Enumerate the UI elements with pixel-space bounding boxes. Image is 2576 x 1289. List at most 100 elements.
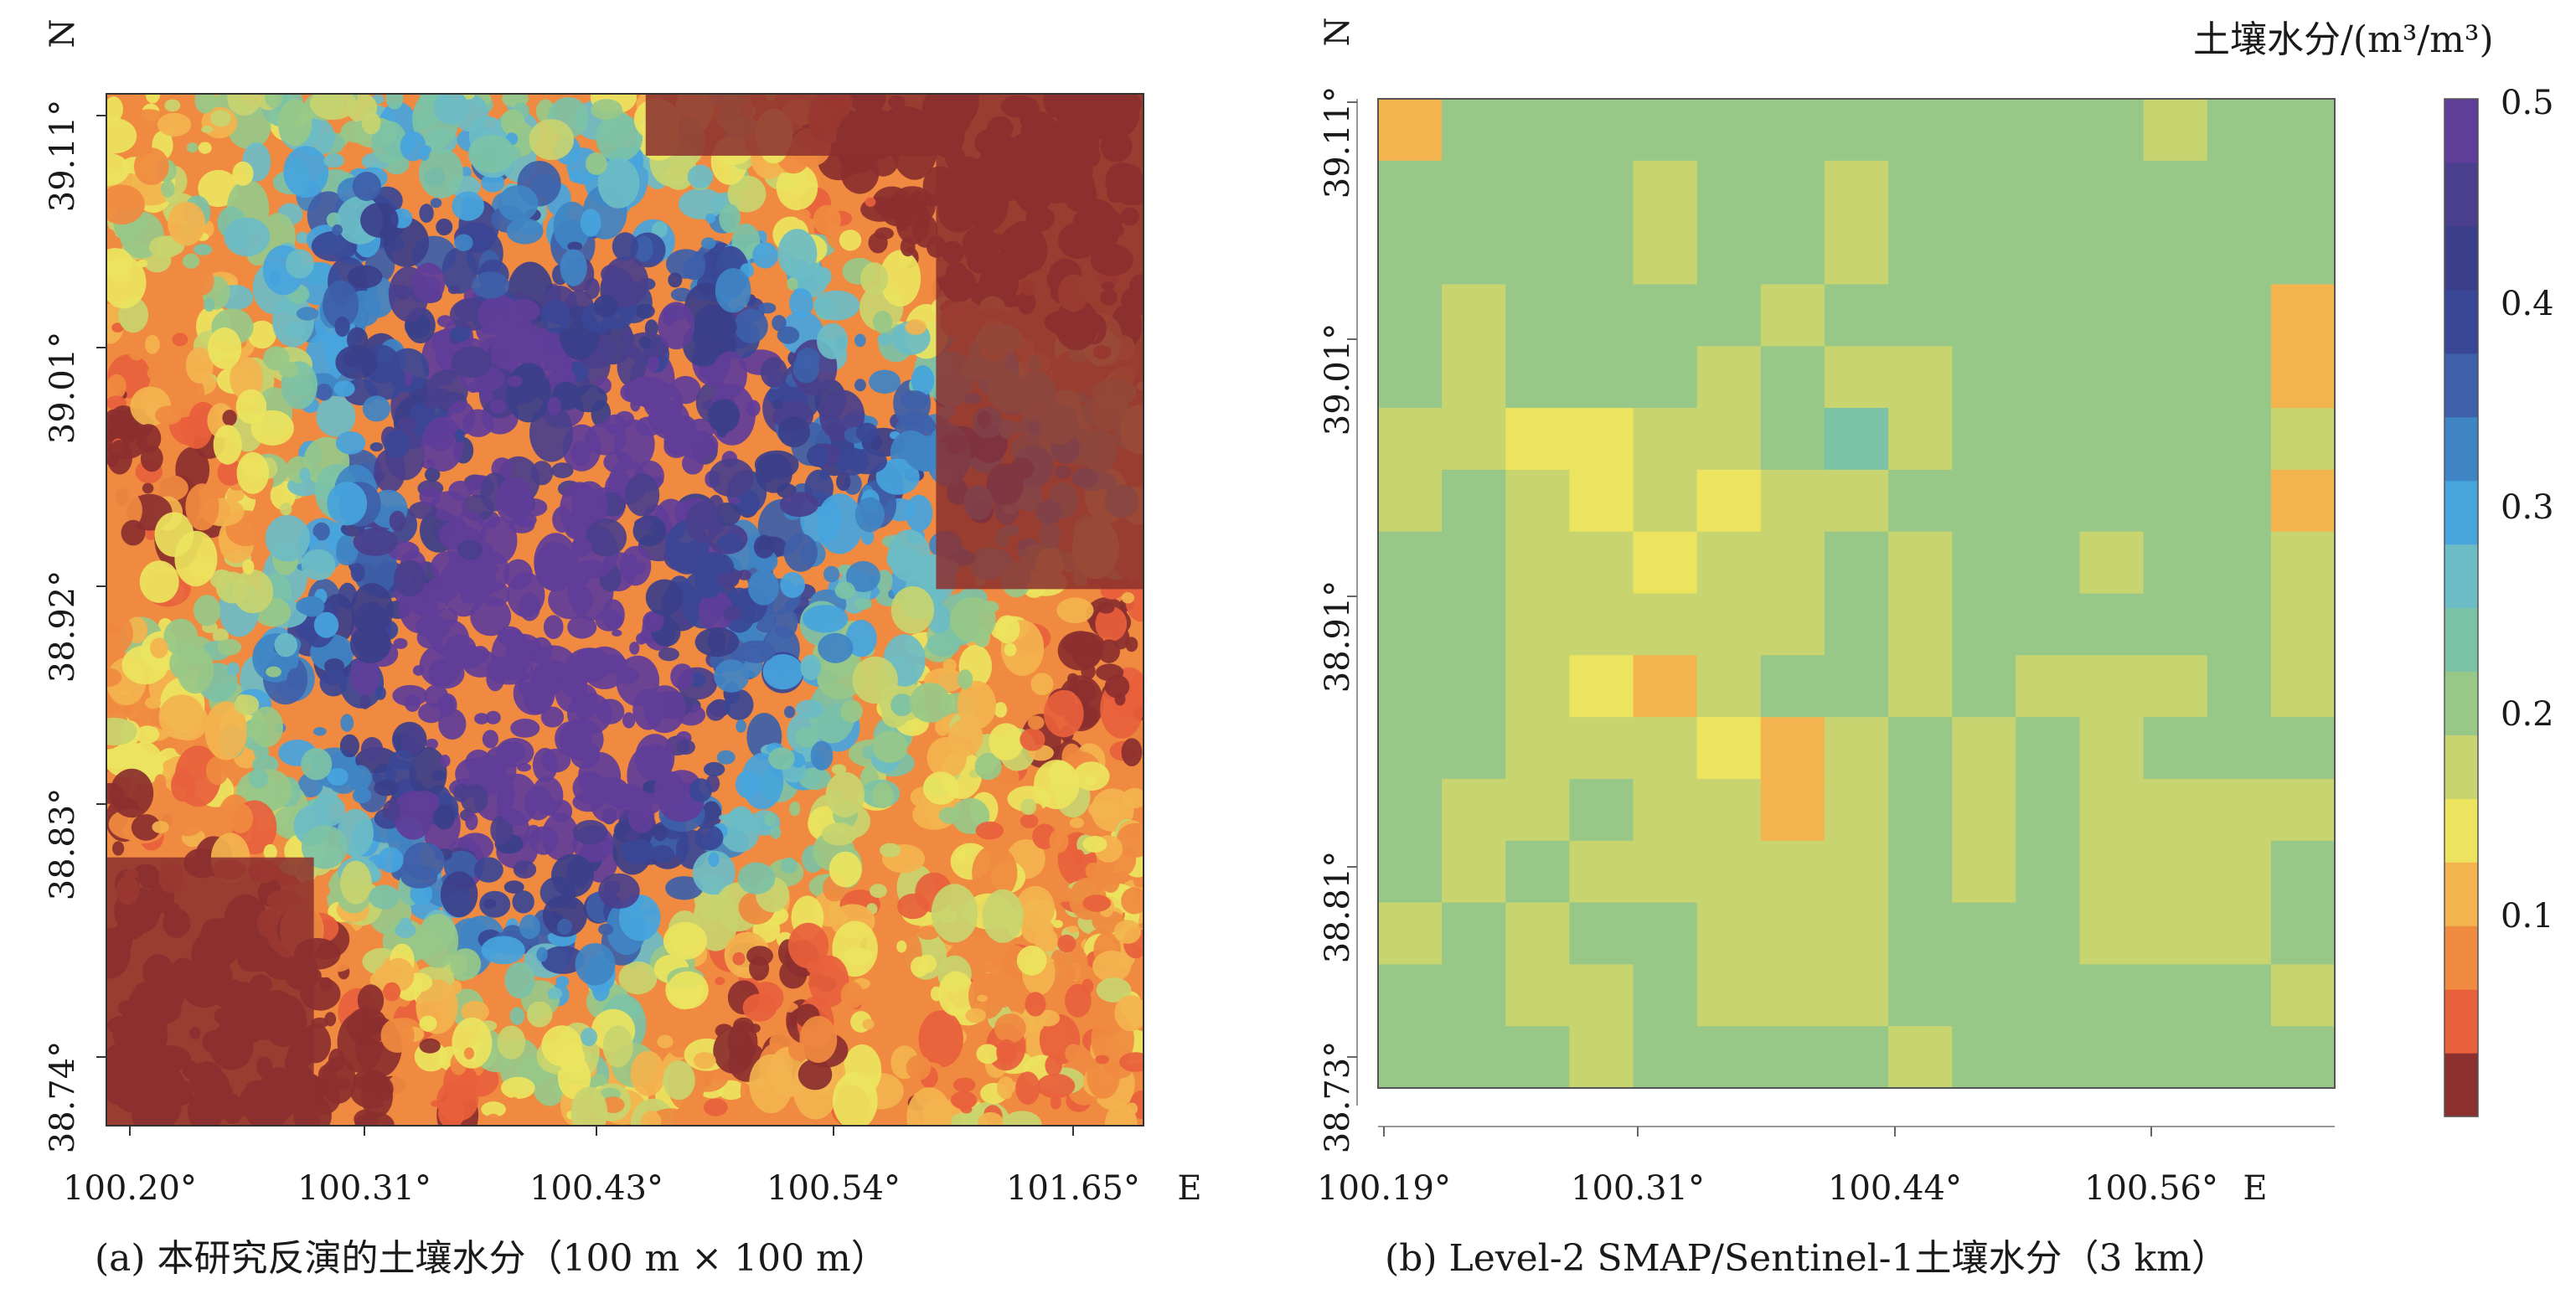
panel-a-moisture-patch bbox=[224, 217, 271, 257]
panel-b-grid-cell bbox=[1442, 222, 1506, 286]
panel-b-grid-cell bbox=[2270, 1026, 2336, 1089]
panel-b-grid-cell bbox=[1696, 964, 1762, 1027]
panel-a-moisture-patch bbox=[1035, 1009, 1060, 1027]
panel-b-grid-cell bbox=[2016, 469, 2081, 533]
panel-b-grid-cell bbox=[2270, 346, 2336, 409]
panel-a-moisture-patch bbox=[154, 774, 167, 791]
panel-a-moisture-patch bbox=[604, 414, 627, 436]
panel-a-moisture-patch bbox=[250, 706, 284, 748]
panel-a-x-tick-label: 100.20° bbox=[63, 1169, 197, 1208]
panel-a-moisture-patch bbox=[529, 404, 573, 462]
panel-a-moisture-patch bbox=[389, 750, 415, 771]
panel-a-x-tick-label: 100.43° bbox=[529, 1169, 663, 1208]
panel-a-moisture-patch bbox=[658, 647, 679, 662]
colorbar-tick-label: 0.1 bbox=[2501, 897, 2554, 936]
colorbar-swatch bbox=[2444, 926, 2478, 990]
panel-b-grid-cell bbox=[1569, 717, 1634, 780]
panel-b-grid-cell bbox=[2079, 717, 2145, 780]
panel-b-grid-cell bbox=[1952, 531, 2016, 595]
panel-b-grid-cell bbox=[1569, 778, 1634, 842]
panel-a-moisture-patch bbox=[825, 771, 865, 818]
panel-b-grid-cell bbox=[1378, 531, 1443, 595]
panel-a-moisture-patch bbox=[465, 812, 478, 831]
panel-a-moisture-patch bbox=[1122, 787, 1143, 808]
panel-b-grid-cell bbox=[1760, 531, 1825, 595]
panel-b-grid-cell bbox=[1760, 655, 1825, 718]
panel-a-moisture-patch bbox=[454, 429, 465, 443]
panel-a-moisture-patch bbox=[694, 312, 737, 343]
panel-a-moisture-patch bbox=[1085, 862, 1102, 879]
panel-b-grid-cell bbox=[1696, 222, 1762, 286]
panel-a-moisture-patch bbox=[383, 982, 401, 1002]
panel-b-grid-cell bbox=[1378, 284, 1443, 347]
panel-a-moisture-patch bbox=[277, 100, 312, 147]
panel-a-moisture-patch bbox=[362, 395, 390, 422]
panel-b-grid-cell bbox=[1760, 408, 1825, 471]
panel-a-moisture-patch bbox=[301, 549, 336, 580]
panel-b-grid-cell bbox=[1824, 222, 1889, 286]
panel-a-frame bbox=[106, 93, 1144, 1127]
panel-a-moisture-patch bbox=[772, 315, 787, 332]
panel-a-moisture-patch bbox=[198, 142, 212, 154]
panel-b-grid-cell bbox=[1888, 284, 1953, 347]
panel-b-smap-grid: 100.19° 100.31° 100.44° 100.56° E 39.11° 39.01… bbox=[1317, 18, 2336, 1208]
panel-b-grid-cell bbox=[1442, 531, 1506, 595]
panel-a-moisture-patch bbox=[147, 364, 168, 382]
panel-a-moisture-patch bbox=[201, 126, 214, 133]
panel-a-moisture-patch bbox=[309, 94, 357, 121]
panel-a-moisture-patch bbox=[712, 351, 747, 399]
panel-a-moisture-patch bbox=[581, 1028, 597, 1047]
panel-a-moisture-patch bbox=[491, 629, 532, 680]
panel-a-moisture-patch bbox=[449, 326, 471, 342]
panel-a-moisture-patch bbox=[349, 624, 391, 663]
panel-b-grid-cell bbox=[1824, 840, 1889, 904]
panel-b-grid-cell bbox=[2079, 593, 2145, 656]
panel-a-moisture-patch bbox=[453, 783, 469, 802]
panel-b-grid-cell bbox=[2143, 840, 2208, 904]
panel-a-moisture-patch bbox=[481, 936, 525, 965]
panel-a-moisture-patch bbox=[441, 247, 478, 294]
panel-a-moisture-patch bbox=[393, 791, 433, 840]
panel-a-moisture-patch bbox=[728, 497, 741, 505]
panel-b-y-direction: N bbox=[1319, 18, 1357, 47]
panel-a-moisture-patch bbox=[975, 821, 1004, 840]
panel-b-grid-cell bbox=[1696, 99, 1762, 162]
panel-a-moisture-patch bbox=[705, 214, 716, 224]
panel-a-moisture-patch bbox=[411, 262, 446, 303]
panel-a-moisture-patch bbox=[724, 688, 754, 720]
panel-a-moisture-patch bbox=[593, 295, 618, 317]
panel-a-moisture-patch bbox=[392, 684, 428, 707]
panel-a-moisture-patch bbox=[687, 164, 714, 188]
panel-b-grid-cell bbox=[1952, 160, 2016, 224]
panel-a-moisture-patch bbox=[570, 1086, 608, 1126]
panel-a-moisture-patch bbox=[300, 596, 325, 617]
panel-a-moisture-patch bbox=[968, 972, 1005, 1019]
panel-a-moisture-patch bbox=[1067, 926, 1079, 933]
panel-a-moisture-patch bbox=[424, 684, 449, 709]
panel-a-moisture-patch bbox=[823, 565, 840, 583]
panel-a-moisture-patch bbox=[653, 771, 684, 808]
panel-a-moisture-patch bbox=[764, 812, 777, 827]
panel-b-grid-cell bbox=[1952, 964, 2016, 1027]
panel-b-grid-cell bbox=[1505, 717, 1570, 780]
panel-a-moisture-patch bbox=[665, 876, 704, 900]
panel-a-moisture-patch bbox=[547, 396, 561, 415]
panel-a-moisture-patch bbox=[332, 224, 343, 236]
panel-b-grid-cell bbox=[1569, 593, 1634, 656]
panel-a-moisture-patch bbox=[461, 1001, 489, 1023]
panel-b-grid-cell bbox=[1760, 778, 1825, 842]
panel-a-moisture-patch bbox=[142, 482, 154, 494]
panel-a-moisture-patch bbox=[713, 1028, 755, 1074]
panel-a-moisture-patch bbox=[323, 153, 345, 168]
panel-a-axes: 100.20° 100.31° 100.43° 100.54° 101.65° E 39.1… bbox=[44, 19, 1202, 1209]
panel-a-moisture-patch bbox=[471, 646, 489, 663]
panel-b-grid-cell bbox=[2143, 593, 2208, 656]
panel-b-x-tick-label: 100.44° bbox=[1828, 1169, 1962, 1208]
panel-a-y-tick-label: 39.01° bbox=[44, 332, 82, 445]
panel-a-moisture-patch bbox=[401, 725, 424, 755]
panel-b-grid-cell bbox=[2016, 160, 2081, 224]
panel-b-x-direction: E bbox=[2243, 1169, 2267, 1208]
panel-b-grid-cell bbox=[1378, 222, 1443, 286]
panel-b-grid-cell bbox=[1633, 778, 1698, 842]
panel-a-moisture-patch bbox=[900, 236, 916, 257]
